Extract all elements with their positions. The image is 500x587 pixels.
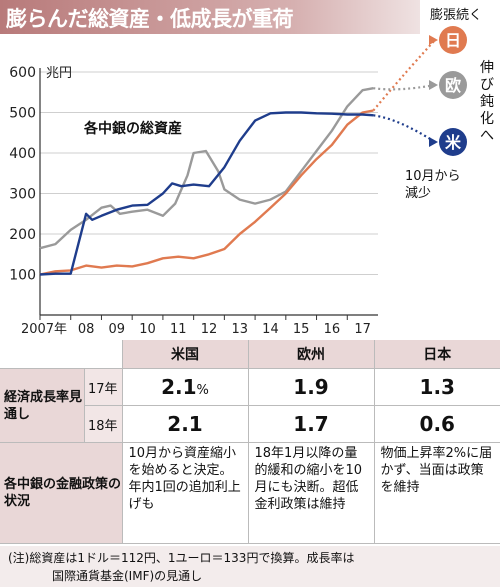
header-us: 米国 bbox=[122, 340, 249, 369]
footnote: (注)総資産は1ドル＝112円、1ユーロ＝133円で換算。成長率は 国際通貨基金… bbox=[0, 546, 500, 587]
series-line-2 bbox=[39, 111, 374, 276]
year-label: 18年 bbox=[84, 405, 123, 443]
forecast-line bbox=[373, 83, 436, 91]
series-badge-label: 日 bbox=[445, 31, 461, 50]
comparison-table: 米国 欧州 日本 経済成長率見通し 17年 2.1% 1.9 1.3 18年 2… bbox=[0, 340, 500, 544]
y-tick-label: 400 bbox=[9, 146, 36, 162]
forecast-label: 膨張続く bbox=[430, 8, 482, 23]
series-line-0 bbox=[39, 109, 374, 276]
series-badge bbox=[439, 128, 467, 156]
year-label: 17年 bbox=[84, 368, 123, 406]
forecast-label-char: へ bbox=[480, 128, 494, 144]
y-tick-label: 100 bbox=[9, 268, 36, 284]
forecast-arrowhead bbox=[429, 80, 438, 90]
series-line-1 bbox=[39, 87, 374, 250]
policy-cell: 10月から資産縮小を始めると決定。年内1回の追加利上げも bbox=[122, 442, 249, 544]
value-cell: 2.1% bbox=[122, 368, 249, 406]
x-tick-label: 16 bbox=[324, 322, 341, 337]
x-tick-label: 15 bbox=[293, 322, 310, 337]
forecast-label-char: 化 bbox=[480, 111, 494, 127]
footnote-line: 国際通貨基金(IMF)の見通し bbox=[52, 569, 203, 583]
value-cell: 1.7 bbox=[248, 405, 375, 443]
x-tick-label: 09 bbox=[109, 322, 126, 337]
series-badge bbox=[439, 71, 467, 99]
footnote-line: (注)総資産は1ドル＝112円、1ユーロ＝133円で換算。成長率は bbox=[8, 551, 355, 565]
series-badge-label: 欧 bbox=[445, 76, 461, 95]
forecast-label-char: 伸 bbox=[480, 60, 494, 76]
x-tick-label: 10 bbox=[139, 322, 156, 337]
forecast-label: 10月から bbox=[405, 169, 461, 184]
table-row: 18年 2.1 1.7 0.6 bbox=[0, 405, 500, 443]
policy-label: 各中銀の金融政策の状況 bbox=[0, 442, 123, 544]
y-axis-unit: 兆円 bbox=[46, 66, 72, 81]
table-header-row: 米国 欧州 日本 bbox=[0, 340, 500, 369]
policy-cell: 18年1月以降の量的緩和の縮小を10月にも決断。超低金利政策は維持 bbox=[248, 442, 375, 544]
y-tick-label: 300 bbox=[9, 187, 36, 203]
forecast-label-char: び bbox=[480, 77, 494, 93]
y-tick-label: 600 bbox=[9, 65, 36, 81]
series-badge bbox=[439, 26, 467, 54]
x-tick-label: 13 bbox=[231, 322, 248, 337]
x-tick-label: 11 bbox=[170, 322, 187, 337]
line-chart: 100 200 300 400 500 600 兆円 2007年 08 09 10 11 12 13 14 1… bbox=[9, 8, 494, 337]
forecast-arrowhead bbox=[429, 137, 438, 147]
forecast-label: 減少 bbox=[405, 185, 431, 201]
value-cell: 2.1 bbox=[122, 405, 249, 443]
forecast-arrowhead bbox=[429, 35, 438, 45]
forecast-label-char: 鈍 bbox=[480, 94, 494, 110]
forecast-line bbox=[372, 39, 436, 112]
header-jp: 日本 bbox=[374, 340, 500, 369]
forecast-line bbox=[373, 114, 436, 143]
header-eu: 欧州 bbox=[248, 340, 375, 369]
y-tick-label: 200 bbox=[9, 227, 36, 243]
y-tick-label: 500 bbox=[9, 106, 36, 122]
table-corner bbox=[0, 340, 123, 369]
unit-label: % bbox=[196, 383, 209, 398]
series-badge-label: 米 bbox=[445, 133, 462, 152]
title-bar: 膨らんだ総資産・低成長が重荷 bbox=[0, 0, 420, 34]
chart-title: 膨らんだ総資産・低成長が重荷 bbox=[6, 7, 294, 31]
value-cell: 0.6 bbox=[374, 405, 500, 443]
chart-annotation: 各中銀の総資産 bbox=[83, 120, 182, 137]
value-cell: 1.9 bbox=[248, 368, 375, 406]
x-tick-label: 12 bbox=[201, 322, 218, 337]
growth-label: 経済成長率見通し bbox=[0, 368, 85, 443]
x-tick-label: 08 bbox=[78, 322, 95, 337]
x-tick-label: 17 bbox=[354, 322, 371, 337]
table-row: 経済成長率見通し 17年 2.1% 1.9 1.3 bbox=[0, 368, 500, 443]
policy-cell: 物価上昇率2%に届かず、当面は政策を維持 bbox=[374, 442, 500, 544]
x-tick-label: 2007年 bbox=[21, 322, 67, 337]
table-row: 各中銀の金融政策の状況 10月から資産縮小を始めると決定。年内1回の追加利上げも… bbox=[0, 442, 500, 544]
x-tick-label: 14 bbox=[262, 322, 279, 337]
value-cell: 1.3 bbox=[374, 368, 500, 406]
